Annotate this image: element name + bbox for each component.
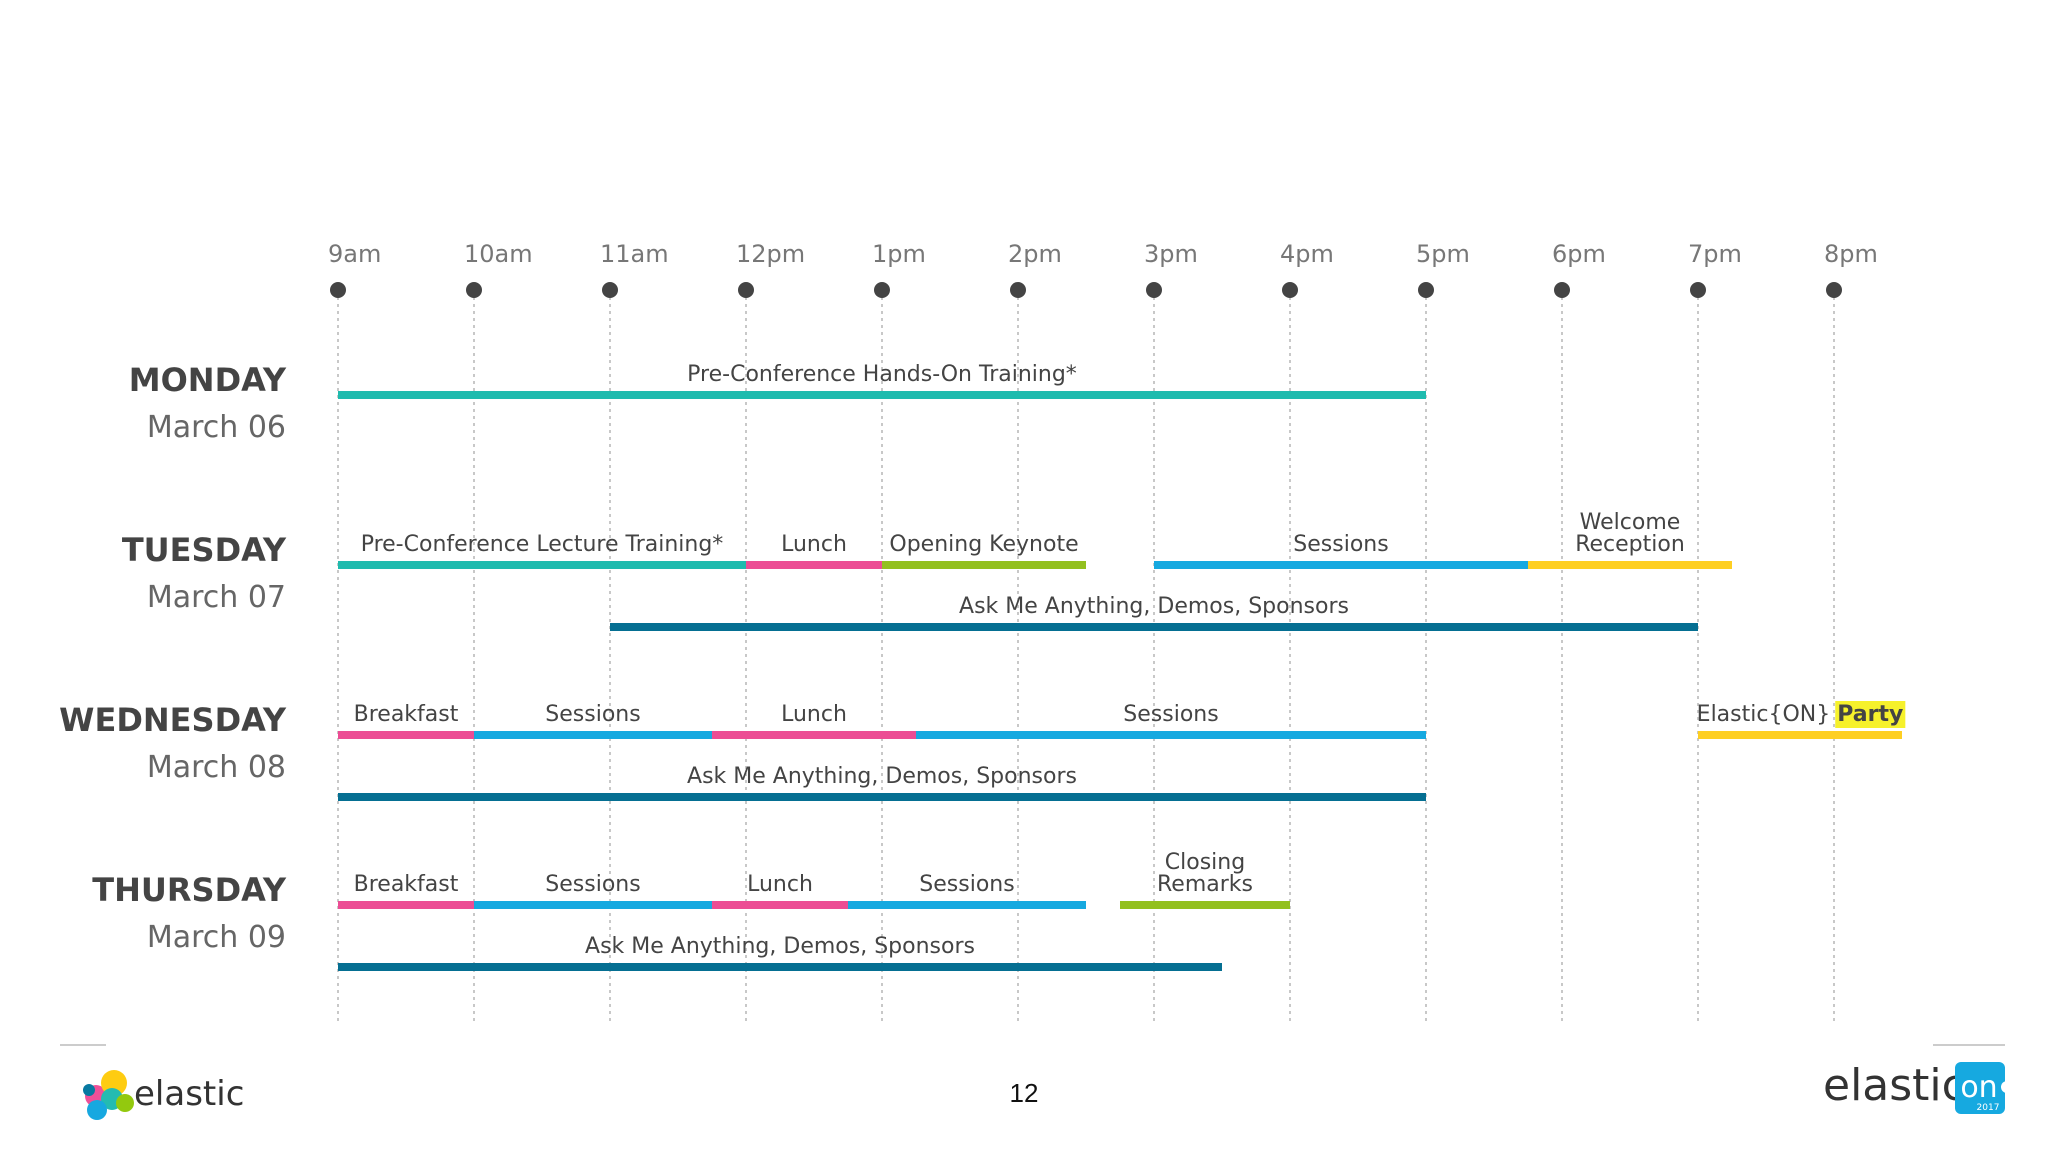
hour-label: 9am [328,240,381,268]
event-label: Sessions [1123,702,1218,727]
hour-dot [1282,282,1298,298]
event-label: Sessions [919,872,1014,897]
event-label: Closing [1165,850,1245,875]
hour-label: 2pm [1008,240,1062,268]
elasticon-badge-icon: on 2017 [1955,1062,2013,1114]
day-date: March 08 [147,750,286,785]
hour-dot [1418,282,1434,298]
event-label: Pre-Conference Lecture Training* [361,532,724,557]
event-label: Lunch [781,702,847,727]
hour-dot [1826,282,1842,298]
event-label: Remarks [1157,872,1253,897]
event-label: Pre-Conference Hands-On Training* [687,362,1077,387]
day-name: THURSDAY [92,871,287,909]
event-label: Sessions [1293,532,1388,557]
hour-label: 4pm [1280,240,1334,268]
hour-dot [1010,282,1026,298]
event-label: Welcome [1580,510,1681,535]
hour-label: 3pm [1144,240,1198,268]
event-label: Ask Me Anything, Demos, Sponsors [687,764,1077,789]
party-highlight [1835,701,1906,728]
event-label: Breakfast [354,702,459,727]
hour-label: 10am [464,240,533,268]
event-label: Lunch [747,872,813,897]
hour-dot [738,282,754,298]
page-number: 12 [1010,1078,1039,1108]
hour-label: 12pm [736,240,805,268]
elasticon-logo-text: elastic [1823,1060,1966,1111]
day-name: WEDNESDAY [59,701,287,739]
day-date: March 06 [147,410,286,445]
elasticon-badge-text: on [1960,1070,1997,1105]
event-label: Ask Me Anything, Demos, Sponsors [585,934,975,959]
time-grid [337,290,1835,1022]
event-label: Breakfast [354,872,459,897]
hour-label: 5pm [1416,240,1470,268]
day-labels: MONDAY March 06 TUESDAY March 07 WEDNESDAY Ma… [59,361,287,955]
hour-label: 11am [600,240,669,268]
hour-dot [1554,282,1570,298]
hour-dot [466,282,482,298]
elasticon-badge-year: 2017 [1977,1103,2000,1113]
event-label: Reception [1575,532,1685,557]
event-label: Lunch [781,532,847,557]
day-date: March 09 [147,920,286,955]
hour-dot [874,282,890,298]
event-label: Sessions [545,702,640,727]
day-name: MONDAY [129,361,287,399]
hour-label: 7pm [1688,240,1742,268]
hour-dot [1146,282,1162,298]
day-date: March 07 [147,580,286,615]
elastic-logo-mark-icon [83,1070,134,1120]
event-label: Ask Me Anything, Demos, Sponsors [959,594,1349,619]
event-label: Sessions [545,872,640,897]
footer: elastic 12 elastic on 2017 [60,1044,2013,1120]
hour-axis: 9am 10am 11am 12pm 1pm 2pm 3pm 4pm 5pm 6pm 7pm 8pm [328,240,1878,298]
event-bars: Pre-Conference Hands-On Training* Pre-Con… [338,362,1906,971]
hour-dot [1690,282,1706,298]
elastic-logo-text: elastic [134,1074,244,1114]
day-name: TUESDAY [122,531,287,569]
hour-dot [330,282,346,298]
hour-dot [602,282,618,298]
hour-label: 1pm [872,240,926,268]
hour-label: 8pm [1824,240,1878,268]
event-label: Elastic{ON} Party [1697,702,1904,727]
event-label: Opening Keynote [889,532,1078,557]
hour-label: 6pm [1552,240,1606,268]
